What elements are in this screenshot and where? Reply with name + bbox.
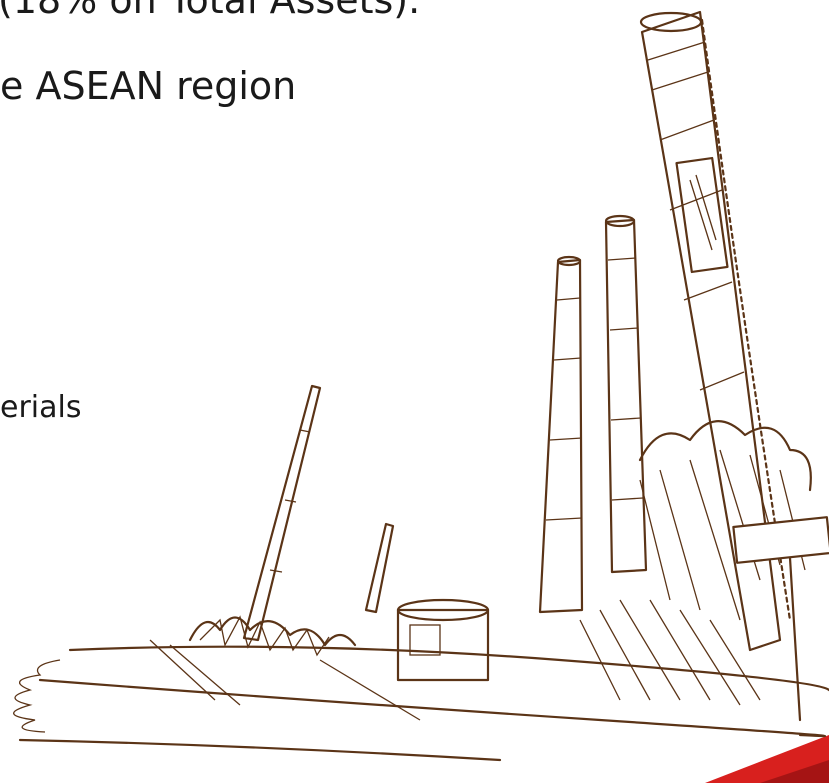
middle-chimneys xyxy=(538,214,648,614)
ground xyxy=(13,639,829,762)
text-line: e ASEAN region xyxy=(0,64,297,108)
big-chimney xyxy=(639,10,792,652)
red-swoosh-shade xyxy=(760,760,829,783)
vegetation xyxy=(188,420,812,706)
thin-chimneys xyxy=(242,384,395,642)
text-line: (18% on Total Assets). xyxy=(0,0,421,22)
tank xyxy=(396,598,490,682)
text-line: erials xyxy=(0,390,82,425)
